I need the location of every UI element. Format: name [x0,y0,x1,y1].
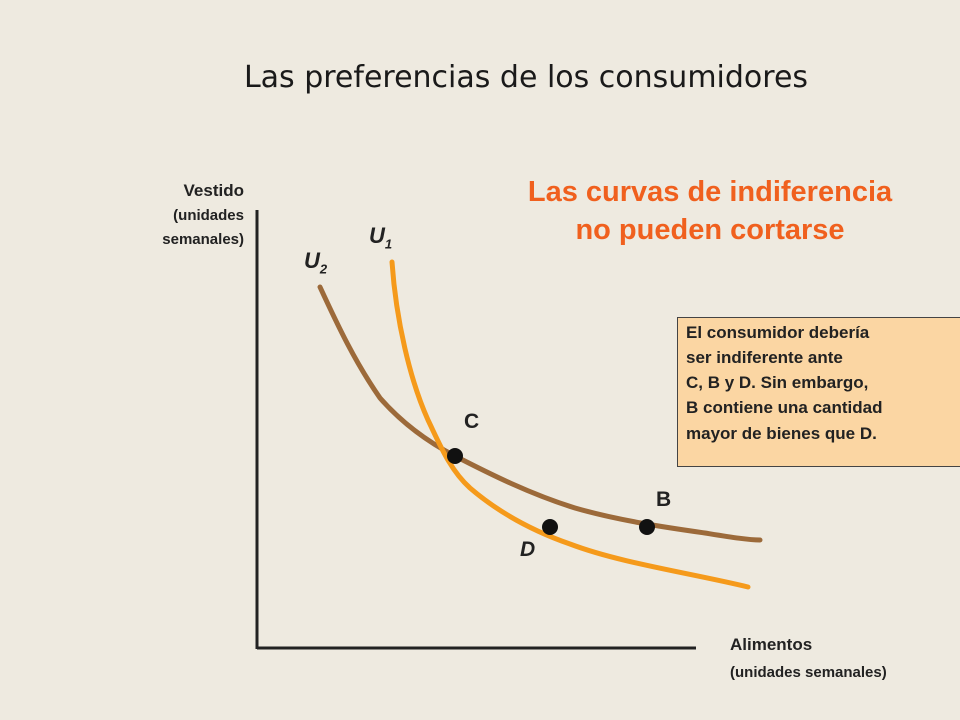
slide-title: Las preferencias de los consumidores [243,60,809,95]
curve-u2-letter: U [304,248,320,273]
note-line-5: mayor de bienes que D. [686,423,877,443]
point-d-marker [542,519,558,535]
y-axis-unit-line-2: semanales) [162,230,244,248]
headline: Las curvas de indiferencia no pueden cor… [498,174,922,249]
curve-u1 [389,259,751,590]
y-axis-label: Vestido (unidades semanales) [162,178,244,251]
point-c-marker [447,448,463,464]
y-axis-title: Vestido [183,181,244,200]
curve-u2-label: U2 [304,248,327,276]
note-line-2: ser indiferente ante [686,348,843,368]
x-axis-label: Alimentos (unidades semanales) [730,630,887,686]
curve-u2 [317,284,763,543]
point-c-label: C [464,410,480,433]
note-line-1: El consumidor debería [686,323,870,342]
curve-u1-label: U1 [369,223,392,251]
headline-line-2: no pueden cortarse [575,213,845,246]
point-d-label: D [520,538,536,561]
note-line-4: B contiene una cantidad [686,398,883,418]
curve-u1-subscript: 1 [384,236,393,252]
point-b-marker [639,519,655,535]
curve-u1-letter: U [369,223,385,248]
headline-line-1: Las curvas de indiferencia [527,176,893,208]
y-axis-unit-line-1: (unidades [173,207,244,225]
x-axis-title: Alimentos [730,635,813,654]
explanation-note: El consumidor debería ser indiferente an… [677,317,960,467]
curve-u2-subscript: 2 [319,261,328,277]
point-b-label: B [656,488,672,511]
note-line-3: C, B y D. Sin embargo, [686,373,869,393]
x-axis-unit: (unidades semanales) [730,663,887,681]
